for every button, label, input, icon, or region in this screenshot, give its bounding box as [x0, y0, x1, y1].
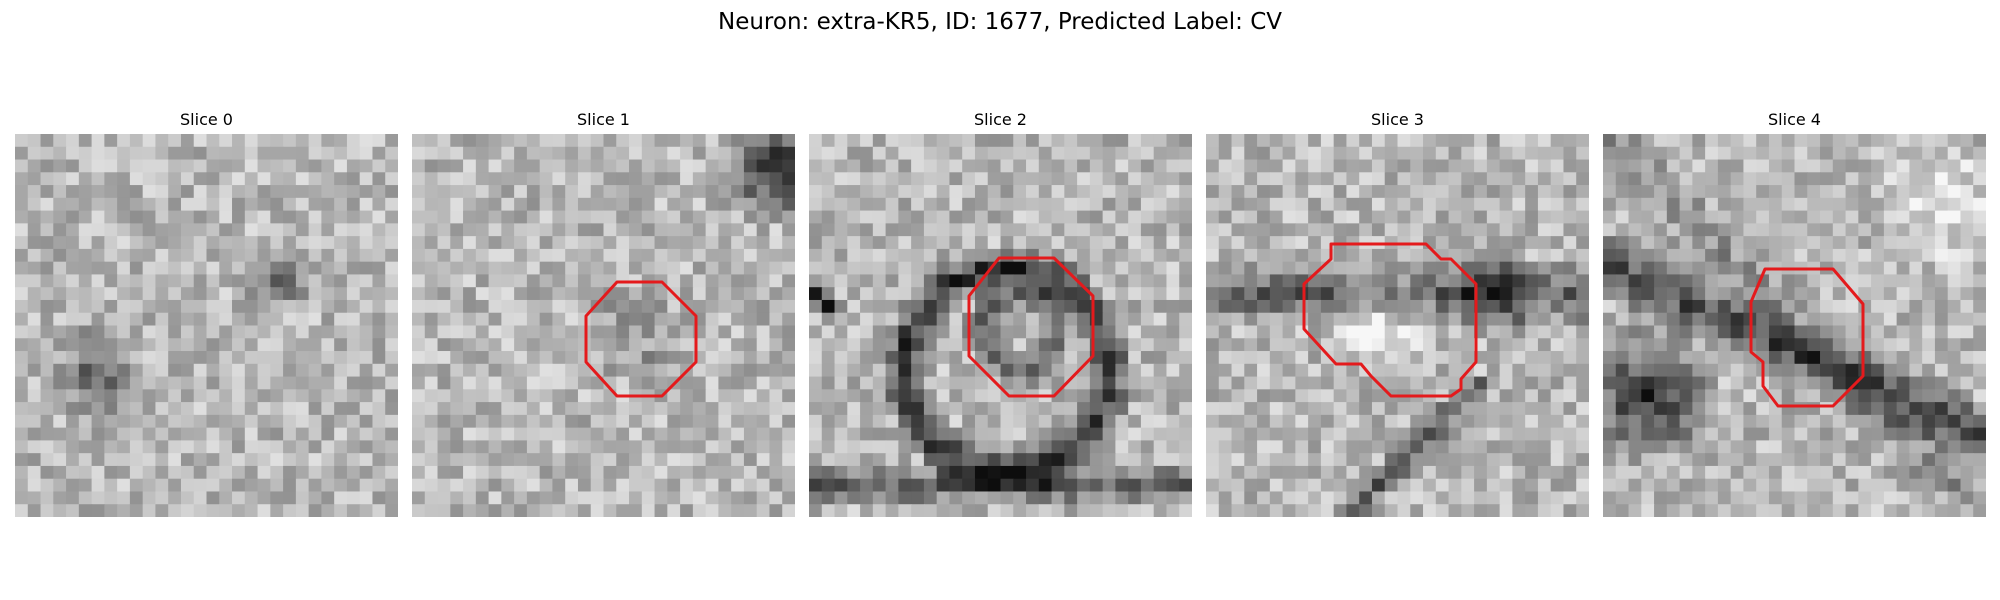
- slice-title-1: Slice 1: [577, 110, 630, 129]
- slice-image-4: [1603, 134, 1986, 517]
- pixel-grid-2: [809, 134, 1192, 517]
- pixel-grid-3: [1206, 134, 1589, 517]
- slice-image-2: [809, 134, 1192, 517]
- contour-outline-1: [584, 280, 698, 398]
- contour-outline-4: [1749, 267, 1865, 408]
- pixel-grid-0: [15, 134, 398, 517]
- pixel-grid-1: [412, 134, 795, 517]
- slice-title-3: Slice 3: [1371, 110, 1424, 129]
- slice-image-1: [412, 134, 795, 517]
- slice-title-4: Slice 4: [1768, 110, 1821, 129]
- slice-image-0: [15, 134, 398, 517]
- figure-title: Neuron: extra-KR5, ID: 1677, Predicted L…: [717, 9, 1283, 35]
- slice-title-0: Slice 0: [180, 110, 233, 129]
- contour-outline-2: [967, 256, 1095, 398]
- pixel-grid-4: [1603, 134, 1986, 517]
- contour-outline-3: [1302, 242, 1478, 398]
- slice-title-2: Slice 2: [974, 110, 1027, 129]
- slice-image-3: [1206, 134, 1589, 517]
